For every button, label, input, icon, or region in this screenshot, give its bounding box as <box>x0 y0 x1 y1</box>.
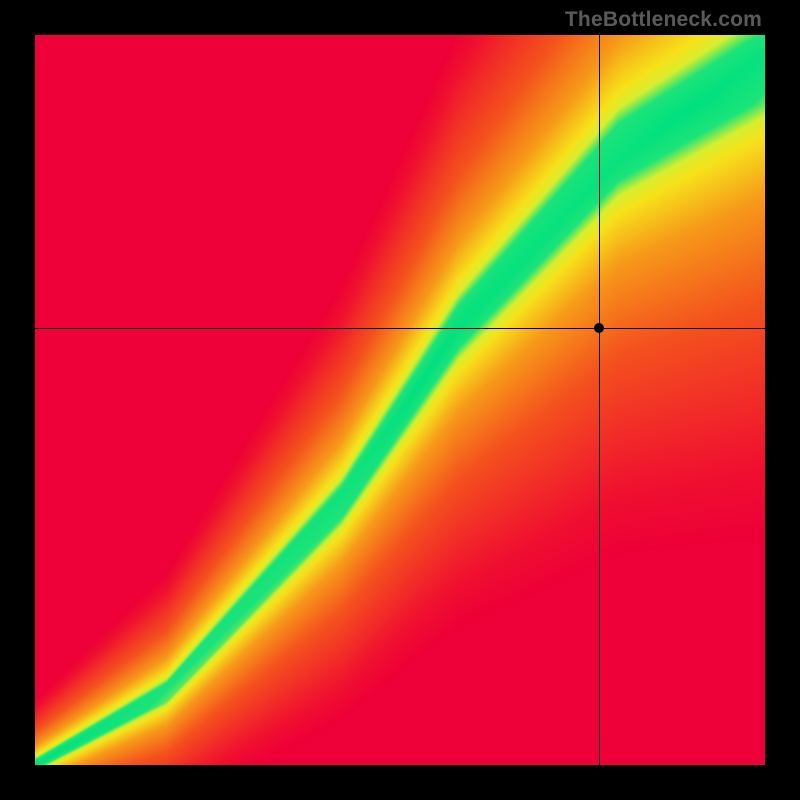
crosshair-vertical <box>599 35 600 765</box>
marker-point <box>594 323 604 333</box>
heatmap-canvas <box>35 35 765 765</box>
crosshair-horizontal <box>35 328 765 329</box>
heatmap-plot <box>35 35 765 765</box>
watermark-text: TheBottleneck.com <box>565 8 762 32</box>
